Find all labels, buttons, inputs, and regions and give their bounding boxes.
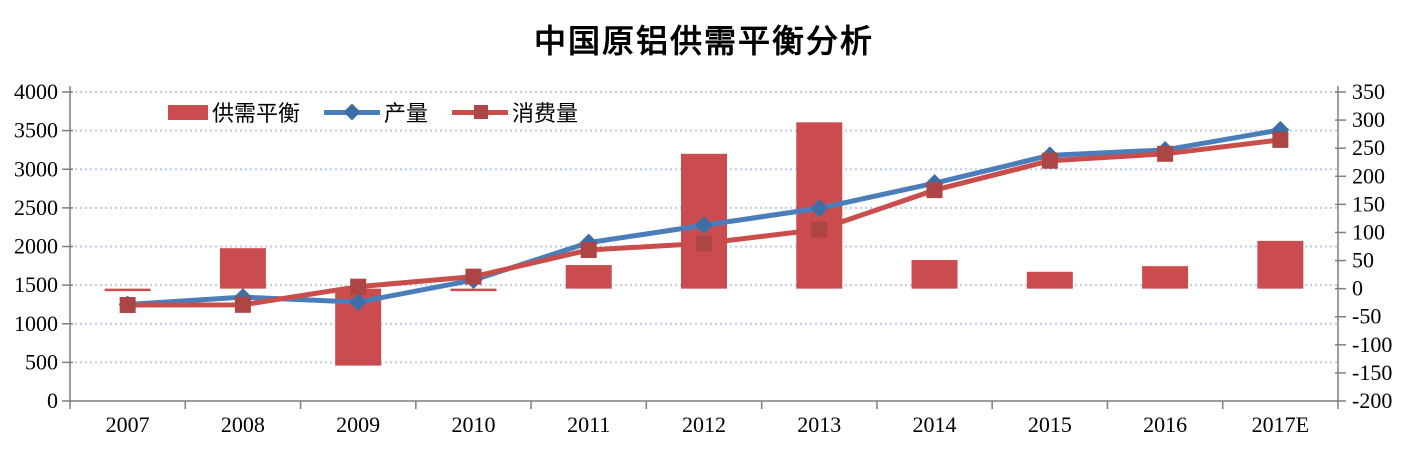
legend: 供需平衡 产量 消费量 [168,96,578,128]
consumption-marker-2007 [119,296,136,313]
legend-item-production: 产量 [324,96,428,128]
x-axis-label-2016: 2016 [1143,412,1187,437]
consumption-marker-2015 [1041,152,1058,169]
balance-bar-2007 [104,288,151,292]
x-axis-label-2012: 2012 [682,412,726,437]
consumption-marker-2008 [234,296,251,313]
consumption-line-swatch [452,103,509,121]
right-axis-label: -50 [1352,304,1381,329]
consumption-marker-2014 [926,182,943,199]
legend-label-production: 产量 [384,101,429,126]
balance-bar-2014 [911,259,958,289]
left-axis-label: 4000 [14,79,58,104]
consumption-marker-2016 [1157,145,1174,162]
x-axis-label-2008: 2008 [221,412,265,437]
right-axis-label: 200 [1352,163,1385,188]
x-axis-label-2011: 2011 [567,412,610,437]
consumption-marker-2010 [465,268,482,285]
production-marker-2012 [695,216,713,235]
left-axis-label: 2500 [14,195,58,220]
consumption-marker-2017E [1272,131,1289,148]
legend-item-consumption: 消费量 [452,96,578,128]
x-axis-label-2009: 2009 [336,412,380,437]
chart-title: 中国原铝供需平衡分析 [533,23,874,59]
left-axis-label: 3500 [14,118,58,143]
left-axis-label: 1000 [14,311,58,336]
balance-bar-2017E [1257,240,1304,289]
left-axis-label: 3000 [14,156,58,181]
x-axis-label-2013: 2013 [797,412,841,437]
balance-bar-2008 [219,248,266,289]
x-axis-label-2014: 2014 [913,412,957,437]
left-axis-label: 500 [25,349,58,374]
right-axis-label: 50 [1352,248,1374,273]
consumption-marker-2013 [811,221,828,238]
balance-bar-2016 [1142,266,1189,289]
balance-bar-2011 [565,265,612,289]
right-axis-label: 100 [1352,219,1385,244]
production-line-swatch [324,103,381,121]
left-axis-label: 2000 [14,234,58,259]
production-marker-2013 [810,199,829,218]
right-axis-label: 350 [1352,79,1385,104]
x-axis-label-2015: 2015 [1028,412,1072,437]
x-axis-label-2017E: 2017E [1252,412,1309,437]
production-marker-2009 [349,293,368,312]
right-axis-label: 0 [1352,276,1363,301]
left-axis-label: 0 [47,388,58,413]
consumption-marker-2012 [696,235,712,252]
right-axis-label: 250 [1352,135,1385,160]
right-axis-label: -150 [1352,360,1392,385]
x-axis-label-2007: 2007 [106,412,150,437]
right-axis-label: -100 [1352,332,1392,357]
right-axis-label: -200 [1352,388,1392,413]
legend-label-balance: 供需平衡 [212,101,301,126]
right-axis-label: 150 [1352,191,1385,216]
left-axis-label: 1500 [14,272,58,297]
right-axis-label: 300 [1352,107,1385,132]
balance-bar-2015 [1026,271,1073,289]
balance-bar-2010 [450,288,497,292]
consumption-marker-2011 [580,241,597,258]
x-axis-label-2010: 2010 [451,412,495,437]
legend-label-consumption: 消费量 [512,101,579,126]
legend-item-balance: 供需平衡 [168,96,300,128]
balance-bar-swatch [168,104,208,120]
consumption-marker-2009 [350,278,367,295]
